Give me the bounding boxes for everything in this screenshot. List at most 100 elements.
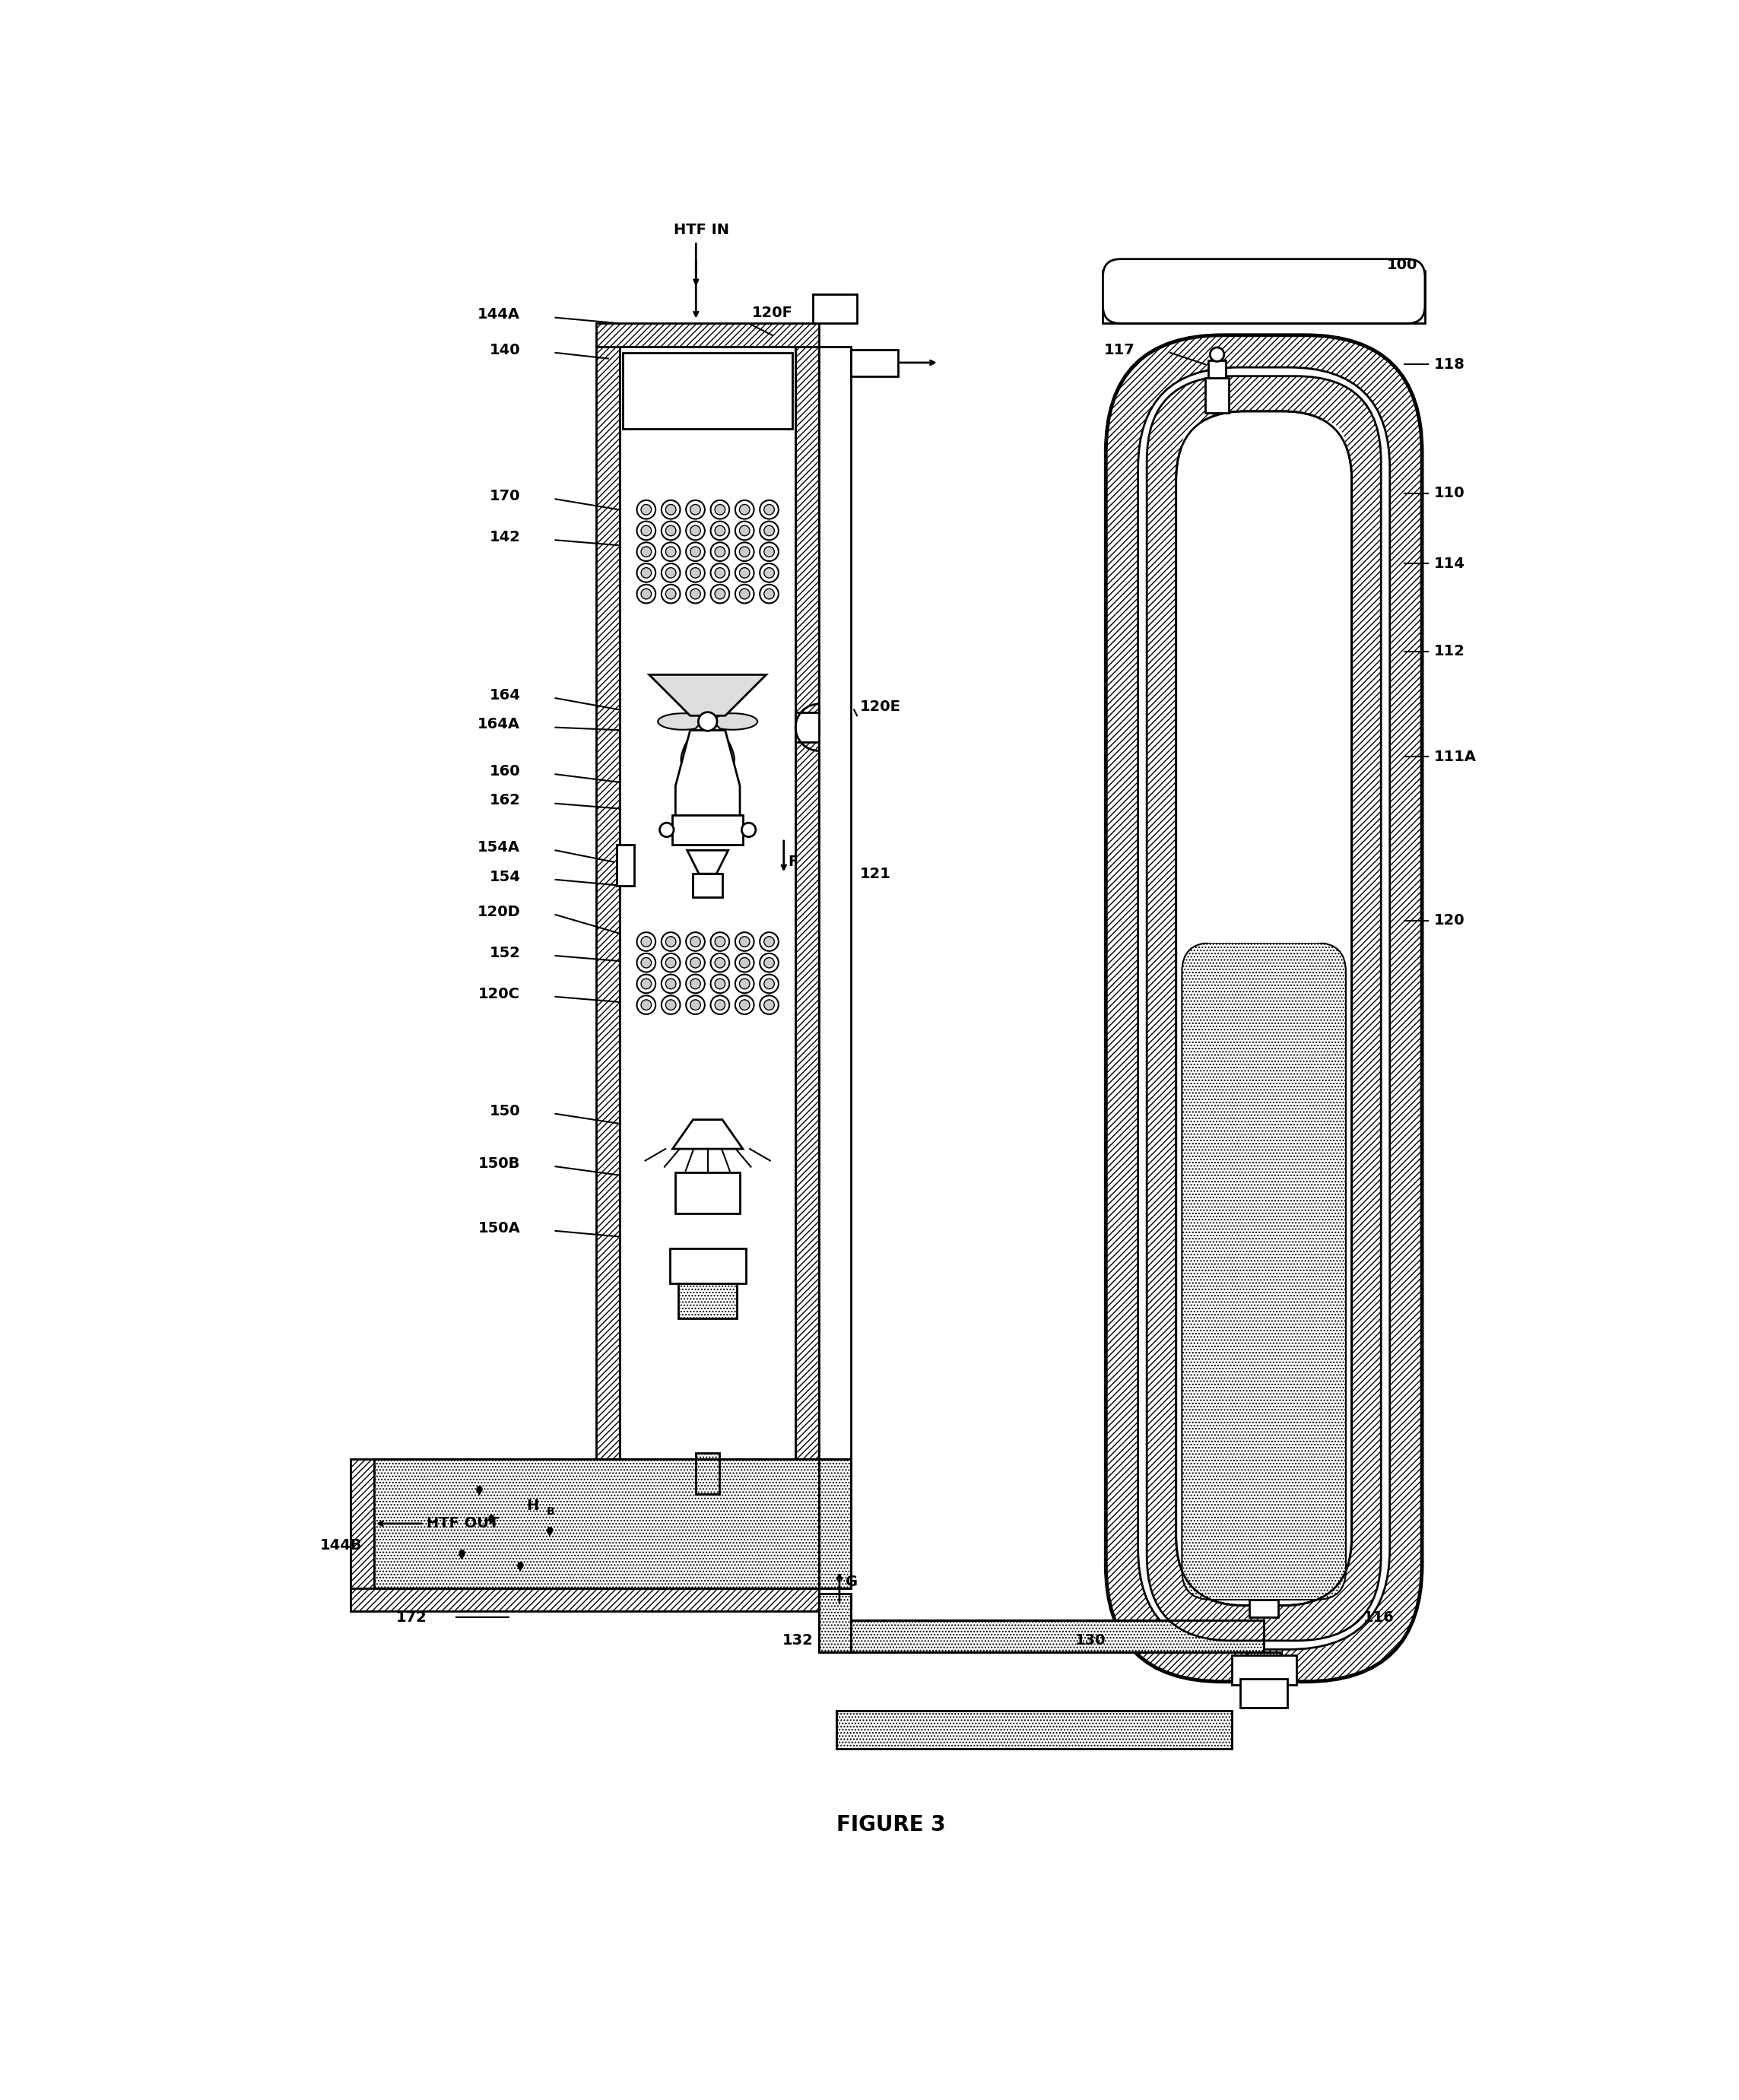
Circle shape [685,563,704,582]
Text: 114: 114 [1433,557,1464,571]
Bar [696,1453,720,1495]
Ellipse shape [706,678,734,722]
Circle shape [736,953,755,972]
Circle shape [711,584,729,603]
Circle shape [736,974,755,993]
Circle shape [661,932,680,951]
Circle shape [666,1000,676,1010]
Circle shape [711,500,729,519]
Text: 172: 172 [396,1611,426,1625]
Ellipse shape [657,714,708,729]
Text: 112: 112 [1433,645,1464,659]
Ellipse shape [682,678,710,722]
Text: 120A: 120A [1207,1042,1250,1056]
Circle shape [760,953,779,972]
Circle shape [690,979,701,989]
Text: 111A: 111A [1433,750,1476,764]
Bar [673,815,743,844]
Polygon shape [516,1567,523,1571]
Text: 117: 117 [1104,342,1136,357]
Circle shape [685,995,704,1014]
Text: F: F [788,855,798,869]
Circle shape [636,953,656,972]
Bar [351,1588,819,1611]
Circle shape [685,500,704,519]
Polygon shape [649,674,767,716]
Text: 120B: 120B [1207,632,1250,647]
Circle shape [685,953,704,972]
Bar [678,1283,737,1319]
Circle shape [636,500,656,519]
Circle shape [666,958,676,968]
Text: 121: 121 [859,867,890,882]
Text: 120F: 120F [751,307,793,319]
Text: 154: 154 [489,869,520,884]
Circle shape [666,504,676,515]
Bar [351,1460,374,1611]
Circle shape [711,995,729,1014]
Circle shape [661,521,680,540]
Circle shape [1210,346,1224,361]
Circle shape [711,521,729,540]
Circle shape [760,932,779,951]
Circle shape [661,563,680,582]
Circle shape [661,584,680,603]
Text: 144B: 144B [320,1537,362,1552]
Circle shape [642,525,652,536]
Circle shape [685,521,704,540]
Text: 132: 132 [783,1634,814,1648]
Text: 152: 152 [489,945,520,960]
Polygon shape [459,1554,466,1560]
Circle shape [711,932,729,951]
Circle shape [760,542,779,561]
Circle shape [690,958,701,968]
Bar [1249,1600,1278,1617]
Text: 120E: 120E [859,699,901,714]
Circle shape [715,588,725,598]
Circle shape [661,542,680,561]
Bar [623,353,793,428]
Circle shape [685,542,704,561]
Bar [1247,1653,1282,1682]
Text: 142: 142 [489,529,520,544]
Text: 120C: 120C [478,987,520,1002]
Circle shape [685,584,704,603]
Circle shape [642,1000,652,1010]
Bar [795,712,819,741]
Circle shape [636,995,656,1014]
Circle shape [666,979,676,989]
Text: 115: 115 [1144,1464,1176,1478]
Circle shape [715,525,725,536]
Text: 150A: 150A [478,1220,520,1235]
Bar [1247,1653,1282,1682]
Circle shape [736,542,755,561]
Circle shape [1210,346,1224,361]
Bar [819,1594,850,1653]
Text: H: H [527,1499,539,1514]
Circle shape [636,521,656,540]
Text: FIGURE 3: FIGURE 3 [836,1814,946,1835]
Circle shape [711,974,729,993]
Circle shape [636,584,656,603]
Circle shape [659,823,673,838]
Circle shape [666,567,676,578]
Text: 150: 150 [489,1105,520,1117]
Circle shape [736,995,755,1014]
Circle shape [715,504,725,515]
Text: 164: 164 [489,689,520,701]
Text: B: B [546,1506,555,1516]
Bar [850,1621,1264,1653]
Text: 160: 160 [489,764,520,779]
FancyBboxPatch shape [1183,420,1346,943]
Polygon shape [546,1531,553,1537]
Circle shape [690,567,701,578]
Bar [374,1460,819,1588]
Ellipse shape [708,714,758,729]
Circle shape [642,567,652,578]
Bar [1205,378,1229,414]
Text: 111: 111 [1202,573,1233,588]
Circle shape [715,1000,725,1010]
Circle shape [763,546,774,557]
FancyBboxPatch shape [1176,412,1351,1606]
Polygon shape [487,1518,494,1525]
